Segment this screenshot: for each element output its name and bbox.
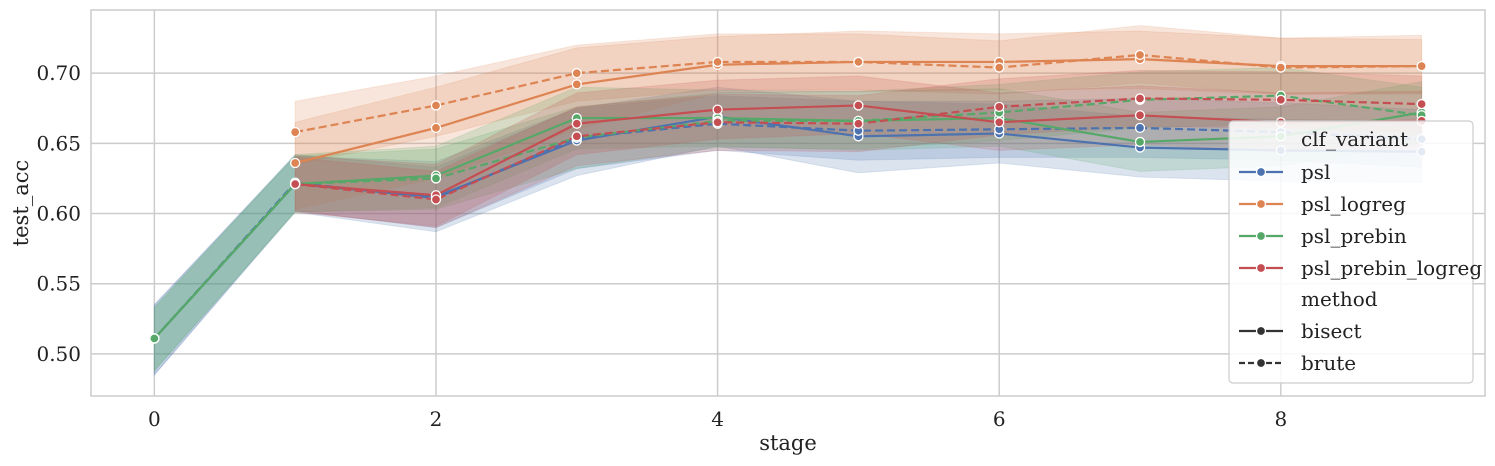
- legend-psl-marker: [1255, 166, 1267, 178]
- psl-brute-point: [1134, 122, 1146, 134]
- psl-prebin-logreg-brute-point: [1275, 94, 1286, 105]
- psl-prebin-logreg-brute-point: [571, 131, 582, 142]
- psl-logreg-brute-point: [1416, 60, 1427, 72]
- y-tick-label: 0.50: [36, 342, 81, 366]
- legend-psl-prebin-label: psl_prebin: [1301, 224, 1407, 248]
- psl-logreg-bisect-point: [571, 79, 582, 90]
- psl-prebin-logreg-brute-point: [1134, 93, 1146, 104]
- legend-box: [1228, 120, 1474, 384]
- psl-prebin-logreg-brute-point: [712, 117, 723, 128]
- psl-logreg-brute-point: [430, 100, 442, 111]
- psl-prebin-logreg-bisect-point: [994, 117, 1005, 128]
- series-points: [149, 49, 1427, 344]
- psl-prebin-logreg-bisect-point: [712, 104, 723, 115]
- legend-psl-prebin-marker: [1255, 230, 1267, 242]
- legend-psl-logreg-marker: [1255, 198, 1267, 210]
- legend-brute-marker: [1255, 357, 1267, 369]
- psl-logreg-brute-point: [994, 62, 1005, 73]
- legend-brute-label: brute: [1301, 351, 1356, 375]
- psl-logreg-brute-point: [853, 56, 864, 68]
- legend-bisect-marker: [1255, 325, 1267, 337]
- y-tick-label: 0.60: [36, 202, 81, 226]
- legend-psl-prebin-logreg-marker: [1255, 262, 1267, 274]
- psl-prebin-logreg-brute-point: [994, 101, 1005, 113]
- psl-prebin-logreg-bisect-point: [571, 118, 582, 129]
- legend-bisect-label: bisect: [1301, 319, 1362, 343]
- psl-logreg-bisect-point: [290, 157, 301, 169]
- psl-prebin-bisect-line: [153, 111, 1422, 340]
- y-tick-label: 0.70: [36, 61, 81, 85]
- psl-prebin-logreg-bisect-point: [1134, 110, 1146, 121]
- y-tick-label: 0.55: [36, 272, 81, 296]
- psl-prebin-logreg-brute-point: [853, 118, 864, 129]
- psl-logreg-brute-point: [712, 56, 723, 68]
- x-tick-label: 4: [711, 407, 724, 431]
- psl-prebin-bisect-point: [1134, 136, 1146, 148]
- psl-logreg-brute-point: [1275, 62, 1286, 73]
- psl-logreg-brute-point: [571, 68, 582, 79]
- x-tick-label: 6: [993, 407, 1006, 431]
- legend-hue-title: clf_variant: [1301, 127, 1408, 151]
- legend-psl-prebin-logreg-label: psl_prebin_logreg: [1301, 256, 1482, 280]
- plot-frame: [90, 9, 1486, 397]
- psl-logreg-brute-point: [1134, 49, 1146, 61]
- x-tick-label: 0: [148, 407, 161, 431]
- psl-logreg-brute-point: [290, 126, 301, 138]
- psl-prebin-brute-point: [430, 173, 442, 184]
- legend: clf_variant psl psl_logreg psl_prebin psl_p…: [1228, 120, 1482, 384]
- x-tick-label: 8: [1274, 407, 1287, 431]
- legend-hue-items: psl psl_logreg psl_prebin psl_prebin_logreg: [1239, 160, 1482, 280]
- y-axis-label: test_acc: [9, 160, 33, 247]
- psl-prebin-logreg-brute-point: [430, 194, 442, 205]
- psl-prebin-brute-line: [153, 94, 1422, 340]
- y-tick-label: 0.65: [36, 131, 81, 155]
- x-tick-label: 2: [430, 407, 443, 431]
- psl-prebin-brute-point: [149, 333, 160, 344]
- psl-logreg-bisect-point: [430, 122, 442, 134]
- legend-psl-label: psl: [1301, 160, 1330, 184]
- psl-prebin-logreg-bisect-point: [853, 100, 864, 111]
- psl-prebin-logreg-brute-point: [290, 178, 301, 190]
- legend-style-items: bisect brute: [1239, 319, 1362, 375]
- x-axis-label: stage: [759, 431, 817, 455]
- tick-labels: 0 2 4 6 8 0.50 0.55 0.60 0.65 0.70: [36, 61, 1287, 431]
- legend-style-title: method: [1301, 287, 1378, 311]
- legend-psl-logreg-label: psl_logreg: [1301, 192, 1406, 216]
- psl-prebin-logreg-brute-point: [1416, 98, 1427, 110]
